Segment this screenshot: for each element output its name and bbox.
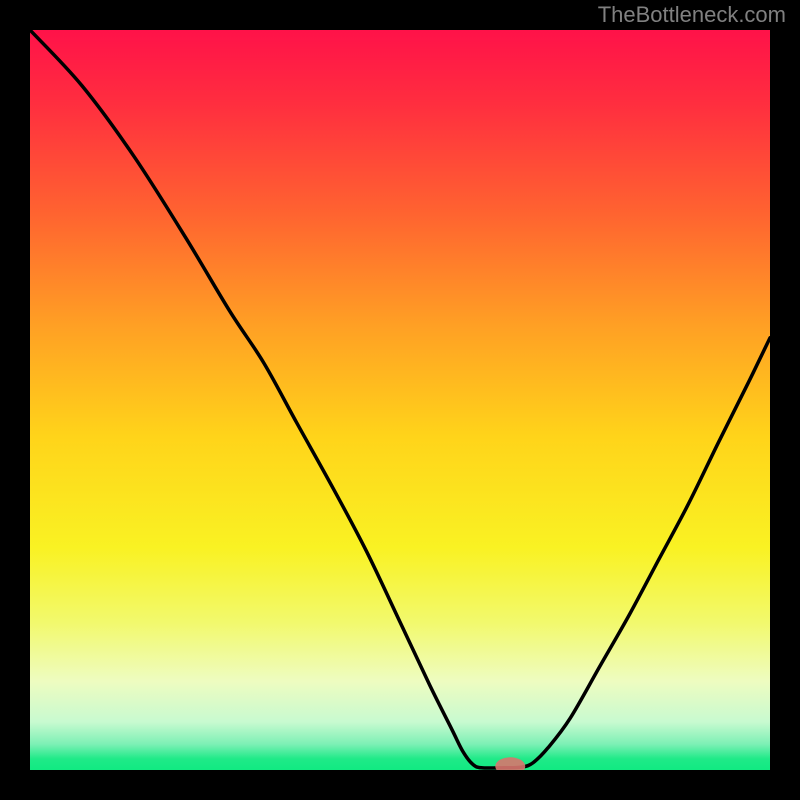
attribution-text: TheBottleneck.com [598,2,786,28]
chart-background [30,30,770,770]
bottleneck-chart [30,30,770,770]
